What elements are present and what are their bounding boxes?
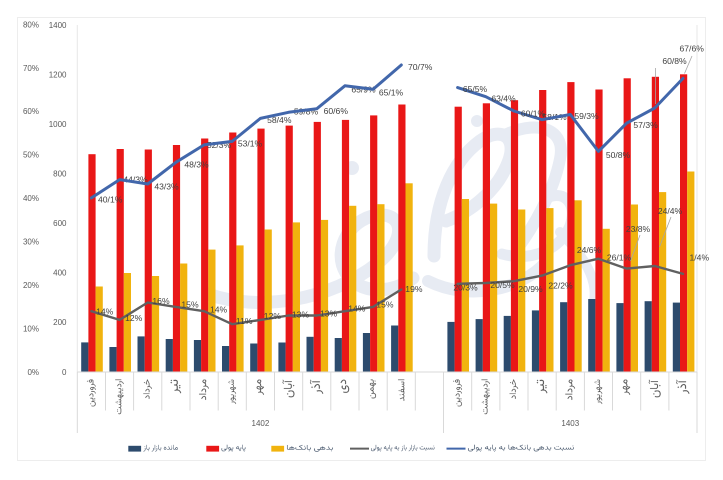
svg-text:1402: 1402 — [252, 419, 270, 428]
svg-text:200: 200 — [53, 318, 67, 327]
svg-text:1400: 1400 — [49, 21, 67, 30]
svg-text:600: 600 — [53, 219, 67, 228]
svg-text:60/1%: 60/1% — [521, 109, 546, 119]
svg-text:43/3%: 43/3% — [154, 182, 179, 192]
svg-text:20/5%: 20/5% — [490, 280, 515, 290]
svg-text:23/8%: 23/8% — [626, 224, 651, 234]
svg-text:65/1%: 65/1% — [379, 88, 404, 98]
svg-text:800: 800 — [53, 170, 67, 179]
svg-text:58/4%: 58/4% — [267, 115, 292, 125]
svg-text:12%: 12% — [125, 313, 143, 323]
svg-text:48/3%: 48/3% — [184, 160, 209, 170]
svg-text:60/8%: 60/8% — [662, 56, 687, 66]
svg-text:60/6%: 60/6% — [324, 106, 349, 116]
svg-text:14%: 14% — [348, 303, 366, 313]
svg-text:26/1%: 26/1% — [607, 253, 632, 263]
svg-text:0: 0 — [62, 368, 67, 377]
svg-text:12%: 12% — [264, 311, 282, 321]
svg-text:15%: 15% — [376, 299, 394, 309]
svg-text:60%: 60% — [23, 107, 39, 116]
svg-text:14%: 14% — [96, 307, 114, 317]
svg-text:63/4%: 63/4% — [491, 93, 516, 103]
svg-text:53/1%: 53/1% — [238, 138, 263, 148]
svg-text:19%: 19% — [405, 284, 423, 294]
svg-text:15%: 15% — [181, 299, 199, 309]
svg-text:80%: 80% — [23, 20, 39, 29]
svg-text:400: 400 — [53, 269, 67, 278]
svg-text:1000: 1000 — [49, 120, 67, 129]
svg-text:22/2%: 22/2% — [548, 281, 573, 291]
svg-text:40/1%: 40/1% — [98, 194, 123, 204]
svg-text:24/6%: 24/6% — [577, 245, 602, 255]
svg-text:70%: 70% — [23, 64, 39, 73]
svg-text:24/4%: 24/4% — [658, 206, 683, 216]
svg-text:67/6%: 67/6% — [680, 43, 705, 53]
svg-text:50/8%: 50/8% — [606, 150, 631, 160]
svg-text:1200: 1200 — [49, 70, 67, 79]
svg-text:30%: 30% — [23, 238, 39, 247]
svg-text:20/9%: 20/9% — [518, 284, 543, 294]
svg-text:70/7%: 70/7% — [408, 62, 433, 72]
svg-text:40%: 40% — [23, 194, 39, 203]
svg-text:1/4%: 1/4% — [690, 252, 710, 262]
svg-text:20%: 20% — [23, 281, 39, 290]
svg-text:59/8%: 59/8% — [294, 107, 319, 117]
svg-text:20/3%: 20/3% — [453, 282, 478, 292]
svg-text:57/3%: 57/3% — [633, 120, 658, 130]
svg-text:13%: 13% — [320, 309, 338, 319]
svg-text:1403: 1403 — [561, 419, 579, 428]
svg-text:16%: 16% — [152, 296, 170, 306]
svg-text:59/3%: 59/3% — [574, 111, 599, 121]
svg-text:14%: 14% — [210, 305, 228, 315]
svg-text:44/3%: 44/3% — [123, 175, 148, 185]
svg-text:50%: 50% — [23, 151, 39, 160]
svg-text:10%: 10% — [23, 324, 39, 333]
svg-text:13%: 13% — [292, 310, 310, 320]
svg-text:0%: 0% — [27, 368, 39, 377]
svg-text:11%: 11% — [236, 316, 253, 326]
svg-text:52/3%: 52/3% — [207, 140, 232, 150]
svg-text:65/5%: 65/5% — [463, 84, 488, 94]
